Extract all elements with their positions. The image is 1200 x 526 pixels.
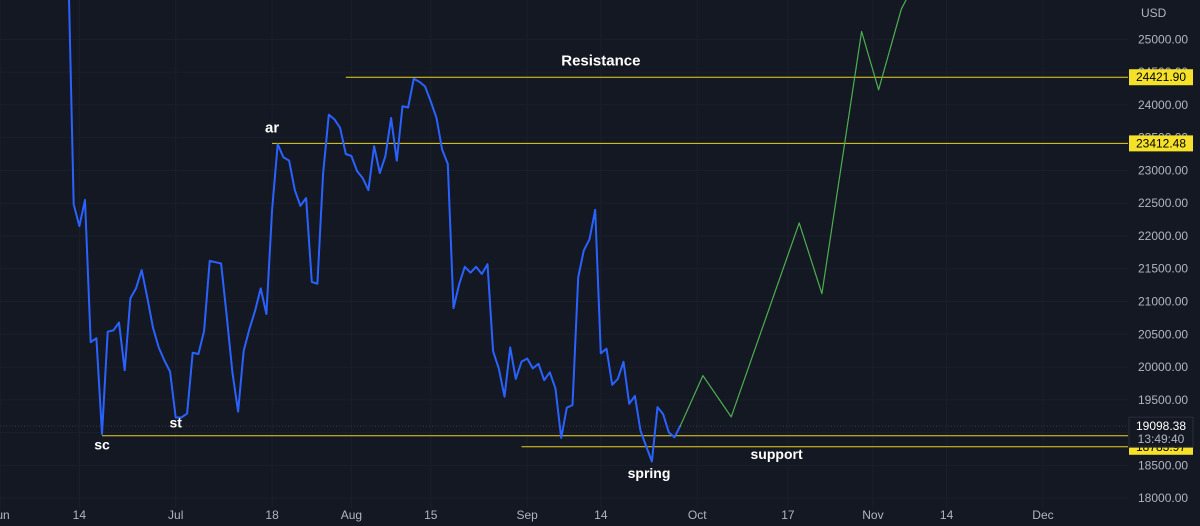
y-tick-label: 18500.00 (1138, 458, 1188, 472)
y-tick-label: 24000.00 (1138, 98, 1188, 112)
price-tag (1129, 69, 1193, 86)
x-tick-label: Oct (688, 508, 707, 522)
y-tick-label: 20500.00 (1138, 327, 1188, 341)
price-line (68, 0, 682, 463)
x-tick-label: Nov (862, 508, 883, 522)
countdown-label: 13:49:40 (1138, 432, 1185, 446)
x-axis[interactable]: Jun 14 Jul 18 Aug 15 Sep 14 Oct 17 Nov 14 Dec (0, 508, 1054, 522)
annotation-label: Resistance (561, 53, 640, 70)
x-tick-label: 17 (781, 508, 795, 522)
x-tick-label: 14 (940, 508, 954, 522)
annotation-label: st (169, 414, 182, 430)
price-tags: 24421.9023412.4818952.8418783.9719098.38… (1128, 69, 1194, 455)
currency-label: USD (1141, 6, 1167, 20)
horizontal-levels (0, 76, 1128, 448)
x-tick-label: 18 (265, 508, 279, 522)
x-tick-label: Jun (0, 508, 10, 522)
y-tick-label: 21000.00 (1138, 295, 1188, 309)
x-tick-label: Dec (1032, 508, 1053, 522)
price-tag-label: 24421.90 (1136, 70, 1186, 84)
y-tick-label: 18000.00 (1138, 491, 1188, 505)
y-tick-label: 22500.00 (1138, 196, 1188, 210)
y-tick-label: 22000.00 (1138, 229, 1188, 243)
x-tick-label: Aug (341, 508, 362, 522)
annotation-label: support (751, 446, 803, 462)
grid (0, 0, 1128, 508)
x-tick-label: 14 (594, 508, 608, 522)
price-tag (1129, 135, 1193, 152)
y-tick-label: 19500.00 (1138, 393, 1188, 407)
annotation-label: spring (628, 465, 671, 481)
series-lines (68, 0, 907, 463)
annotation-label: ar (265, 119, 279, 136)
projection-line (679, 0, 907, 427)
last-price-label: 19098.38 (1136, 419, 1186, 433)
x-tick-label: Jul (168, 508, 183, 522)
price-tag-label: 23412.48 (1136, 136, 1186, 150)
y-tick-label: 20000.00 (1138, 360, 1188, 374)
y-tick-label: 21500.00 (1138, 262, 1188, 276)
y-tick-label: 25000.00 (1138, 32, 1188, 46)
x-tick-label: 15 (424, 508, 438, 522)
x-tick-label: 14 (73, 508, 87, 522)
y-tick-label: 23000.00 (1138, 163, 1188, 177)
x-tick-label: Sep (516, 508, 538, 522)
last-price-tag (1128, 416, 1194, 448)
annotation-label: sc (94, 437, 110, 453)
annotations: Resistance ar st sc spring support (94, 53, 803, 481)
